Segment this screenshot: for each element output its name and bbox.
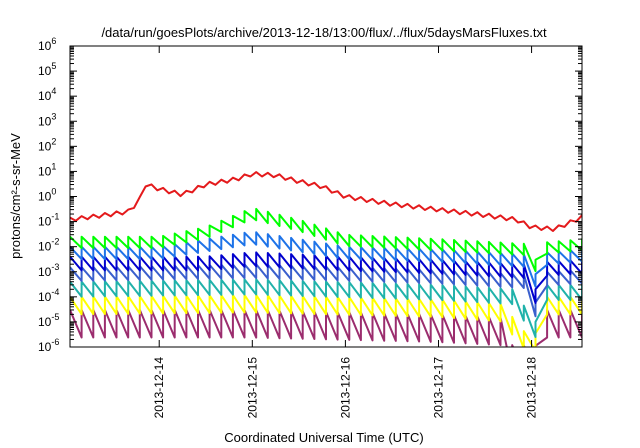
y-tick-label: 102 [38,136,56,153]
y-tick-label: 10-6 [38,337,59,354]
series-layer [70,171,582,347]
chart-title: /data/run/goesPlots/archive/2013-12-18/1… [101,25,547,40]
y-tick-label: 10-5 [38,312,59,329]
series-line [70,308,582,347]
y-tick-label: 105 [38,61,56,78]
series-line [70,251,582,305]
x-axis: 2013-12-14 2013-12-15 2013-12-16 2013-12-17… [152,46,539,419]
x-tick-label: 2013-12-14 [152,357,166,419]
y-tick-label: 101 [38,161,56,178]
x-tick-label: 2013-12-17 [431,357,445,419]
x-tick-label: 2013-12-16 [338,357,352,419]
y-tick-label: 10-4 [38,287,59,304]
y-axis: 10-6 10-5 10-4 10-3 10-2 10-1 100 101 102 103 104 1… [38,36,582,354]
series-line [70,171,582,232]
y-tick-label: 10-2 [38,237,59,254]
series-line [70,231,582,288]
series-line [70,263,582,318]
y-tick-label: 100 [38,187,56,204]
x-tick-label: 2013-12-15 [245,357,259,419]
y-tick-label: 10-1 [38,212,59,229]
series-line [70,278,582,338]
y-axis-label: protons/cm²-s-sr-MeV [8,133,23,259]
series-line [70,293,582,347]
series-line [70,207,582,273]
y-tick-label: 103 [38,111,56,128]
y-tick-label: 106 [38,36,56,53]
y-tick-label: 10-3 [38,262,59,279]
y-tick-label: 104 [38,86,56,103]
x-axis-label: Coordinated Universal Time (UTC) [224,430,423,445]
x-tick-label: 2013-12-18 [525,357,539,419]
